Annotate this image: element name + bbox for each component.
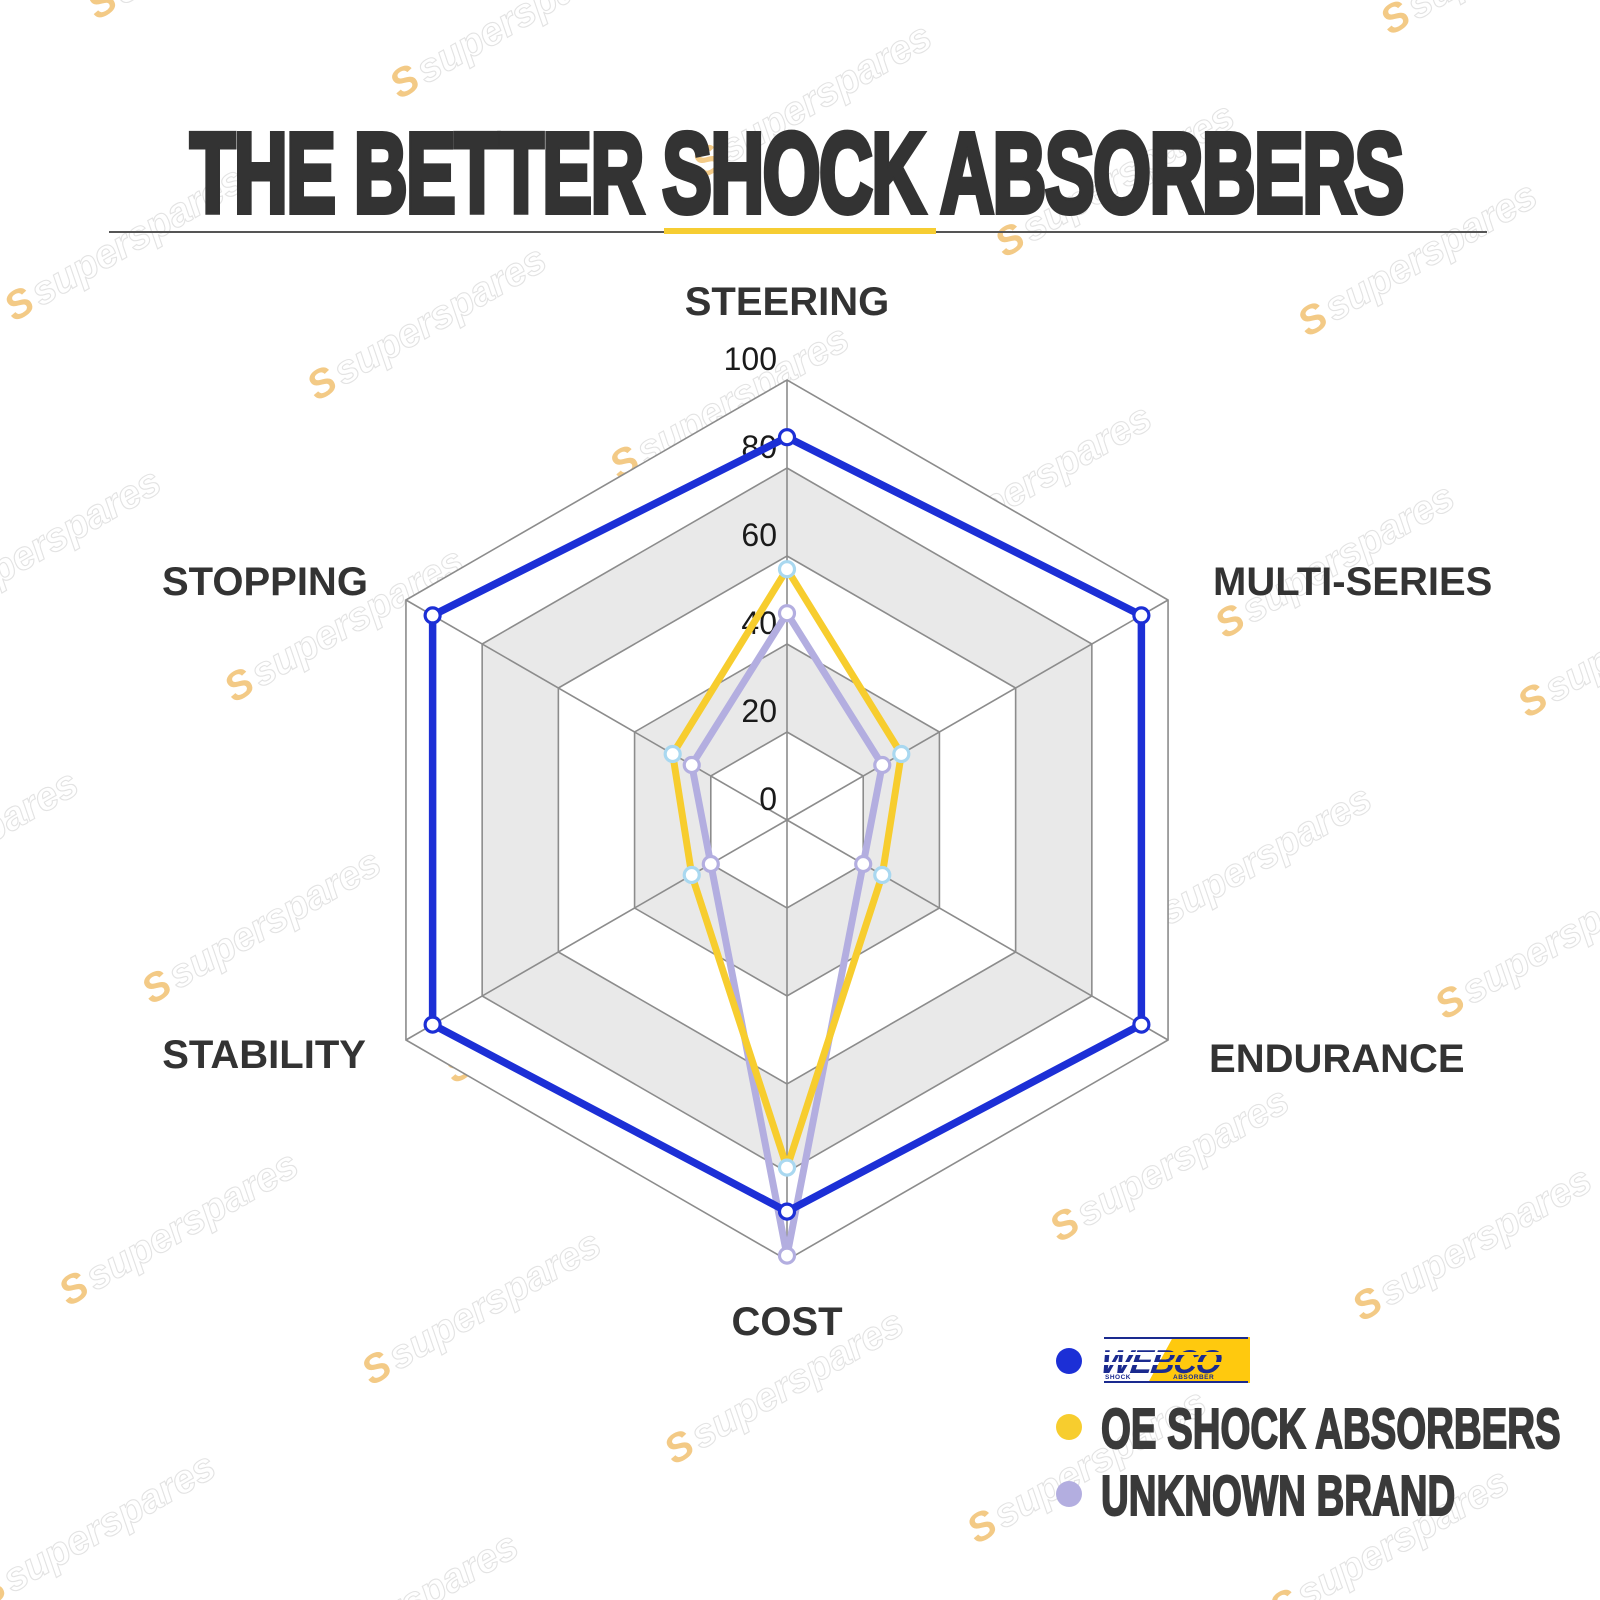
svg-text:ABSORBER: ABSORBER — [1173, 1374, 1214, 1381]
svg-text:SHOCK: SHOCK — [1105, 1374, 1131, 1381]
